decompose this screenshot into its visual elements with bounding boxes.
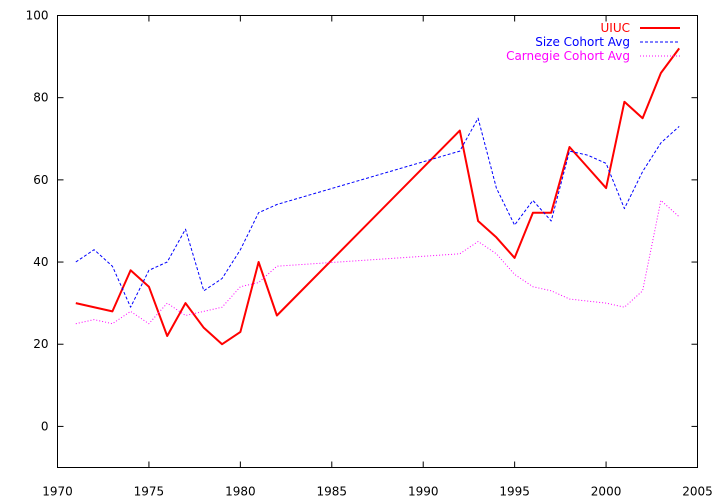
series-line-carnegie-cohort-avg — [75, 199, 680, 325]
series-line-size-cohort-avg — [75, 117, 680, 308]
x-tick-label: 1980 — [225, 485, 256, 499]
x-tick-label: 1975 — [134, 485, 165, 499]
y-tick-label: 100 — [26, 9, 49, 23]
legend-label: UIUC — [601, 21, 630, 35]
x-tick-label: 1995 — [499, 485, 530, 499]
x-tick-label: 1985 — [317, 485, 348, 499]
x-tick-label: 2005 — [682, 485, 713, 499]
y-tick-label: 20 — [33, 337, 48, 351]
y-tick-label: 80 — [33, 91, 48, 105]
series-line-uiuc — [75, 47, 681, 346]
y-tick-label: 0 — [41, 419, 49, 433]
x-tick-label: 1990 — [408, 485, 439, 499]
x-tick-label: 1970 — [42, 485, 73, 499]
legend-label: Size Cohort Avg — [535, 35, 630, 49]
ticks-layer: 1970 1975 1980 1985 1990 1995 2000 2005 0 20 40 60 8… — [26, 9, 713, 499]
y-tick-label: 60 — [33, 173, 48, 187]
legend-label: Carnegie Cohort Avg — [506, 49, 630, 63]
y-tick-label: 40 — [33, 255, 48, 269]
plot-frame — [57, 15, 698, 468]
x-tick-label: 2000 — [591, 485, 622, 499]
series-layer — [75, 47, 681, 346]
